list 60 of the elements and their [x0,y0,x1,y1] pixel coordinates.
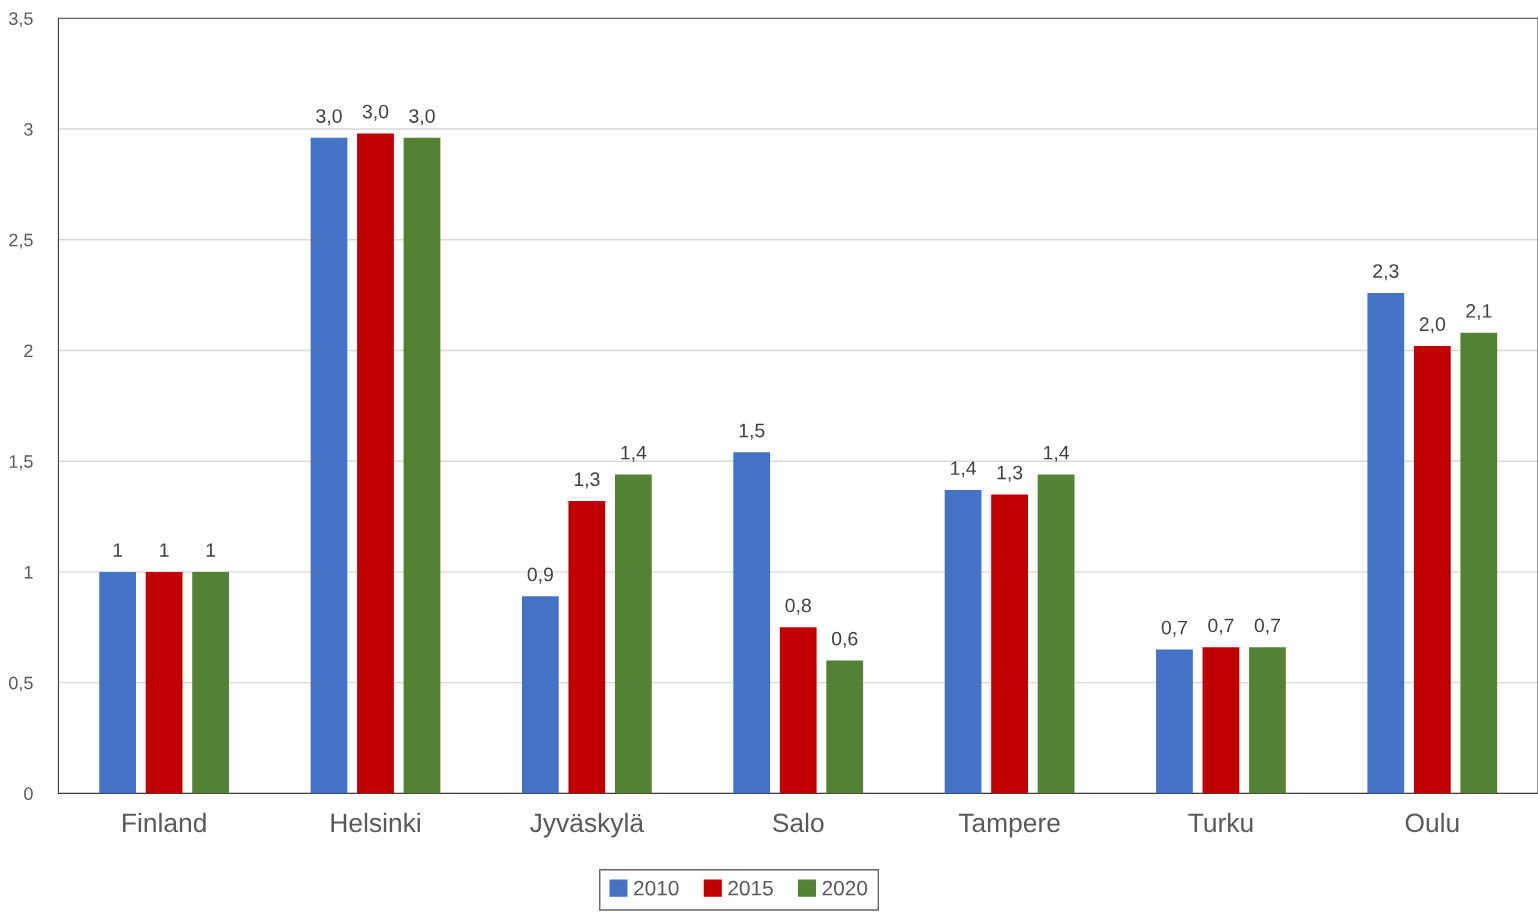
data-label: 0,6 [831,631,858,648]
y-tick-label: 2,5 [9,233,33,249]
bar [1413,346,1451,794]
bar [192,571,230,794]
x-tick-label: Salo [773,812,824,833]
data-label: 1,3 [997,465,1023,482]
bar [310,137,348,794]
y-tick-label: 1,5 [9,455,33,471]
data-label: 3,0 [362,104,389,121]
bar [403,137,441,794]
data-label: 1,5 [739,423,765,440]
y-tick-label: 2 [24,344,33,357]
legend-label: 2010 [634,880,679,896]
bar [99,571,137,794]
bar [357,133,394,794]
legend-label: 2015 [728,880,773,896]
data-label: 3,0 [409,109,435,126]
data-label: 2,1 [1466,304,1492,321]
bar [1156,649,1193,794]
data-label: 1,4 [1044,445,1070,462]
data-label: 0,7 [1254,618,1280,635]
bar [1367,292,1405,794]
data-label: 0,9 [527,567,553,584]
y-tick-label: 0,5 [9,676,33,692]
y-tick-label: 3,5 [9,12,33,28]
x-tick-label: Jyväskylä [530,812,645,838]
bar [991,494,1028,794]
data-label: 2,0 [1419,317,1446,334]
data-label: 3,0 [316,109,342,126]
bar [826,660,864,794]
data-label: 0,8 [785,598,811,615]
data-label: 0,7 [1161,620,1187,637]
x-tick-label: Finland [123,812,206,833]
bar [1202,647,1240,794]
data-label: 1 [206,543,216,557]
bar [145,571,183,794]
data-label: 1 [160,543,169,557]
bar [568,501,606,794]
data-label: 0,7 [1208,618,1234,635]
bar [521,596,559,794]
data-label: 1,4 [951,461,977,478]
bar [779,627,817,794]
data-label: 1,4 [621,445,647,462]
data-label: 1 [113,543,123,557]
data-label: 1,3 [574,472,600,489]
x-tick-label: Turku [1188,812,1253,833]
bar [733,452,771,794]
x-tick-label: Oulu [1405,812,1459,833]
y-tick-label: 1 [24,566,33,579]
data-label: 2,3 [1373,264,1399,281]
x-tick-label: Tampere [958,813,1060,838]
y-tick-label: 0 [24,787,33,801]
bar [614,474,652,794]
bar [1249,647,1286,794]
bar [1460,332,1498,794]
bar [1037,474,1075,794]
legend-label: 2020 [822,880,868,896]
y-tick-label: 3 [24,122,33,136]
bar [944,489,982,794]
x-tick-label: Helsinki [331,812,420,833]
